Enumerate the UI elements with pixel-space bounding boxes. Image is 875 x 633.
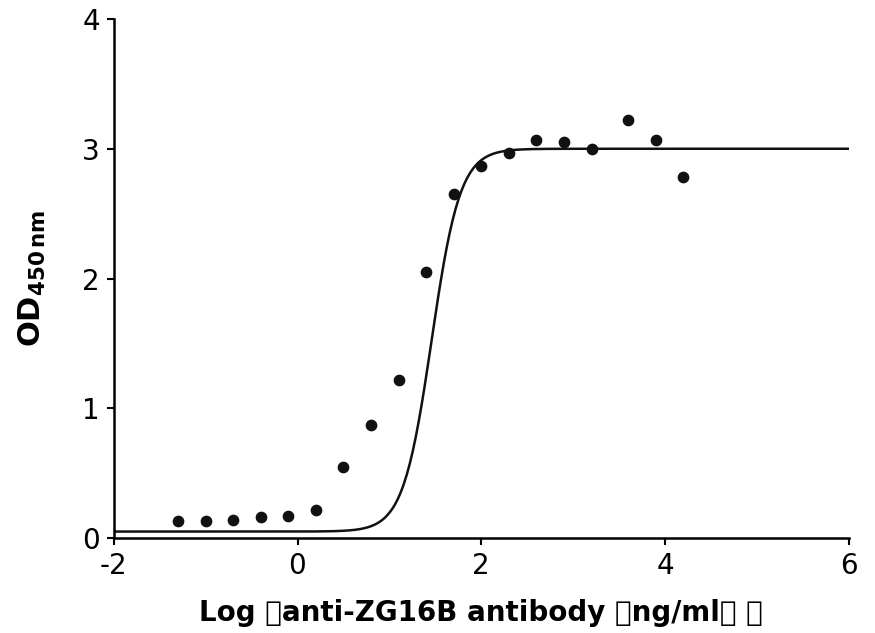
- Point: [676, 172, 690, 182]
- Point: [309, 505, 323, 515]
- Point: [529, 135, 543, 145]
- Point: [199, 516, 213, 526]
- Point: [649, 135, 663, 145]
- Point: [584, 144, 598, 154]
- Point: [336, 461, 350, 472]
- Point: [172, 516, 186, 526]
- Point: [364, 420, 378, 430]
- Point: [282, 511, 296, 521]
- Point: [557, 137, 571, 147]
- Point: [226, 515, 240, 525]
- Point: [254, 512, 268, 522]
- Text: $\mathbf{OD_{450\,nm}}$: $\mathbf{OD_{450\,nm}}$: [18, 210, 48, 347]
- Point: [621, 115, 635, 125]
- Point: [502, 147, 516, 158]
- X-axis label: Log （anti-ZG16B antibody （ng/ml） ）: Log （anti-ZG16B antibody （ng/ml） ）: [200, 599, 763, 627]
- Point: [419, 267, 433, 277]
- Point: [474, 161, 488, 171]
- Point: [392, 375, 406, 385]
- Point: [447, 189, 461, 199]
